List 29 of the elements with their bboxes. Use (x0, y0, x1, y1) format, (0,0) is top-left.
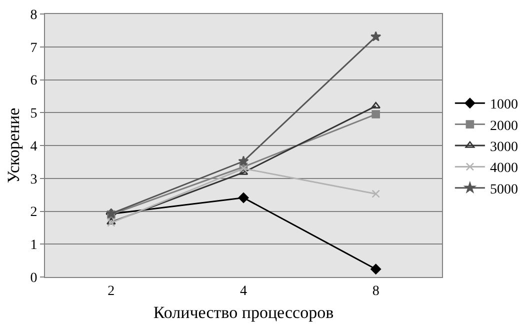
legend-label: 1000 (490, 98, 518, 113)
point (370, 264, 382, 274)
legend-label: 4000 (490, 161, 518, 176)
y-tick-label: 4 (30, 139, 38, 154)
legend-label: 3000 (490, 140, 518, 155)
x-tick-label: 4 (240, 284, 247, 299)
y-axis-title: Ускорение (4, 108, 23, 184)
x-tick-label: 8 (372, 284, 380, 299)
point (238, 168, 248, 175)
y-tick-label: 1 (30, 238, 38, 254)
y-tick-label: 6 (30, 74, 38, 89)
y-tick-label: 2 (30, 205, 38, 220)
point (371, 102, 381, 108)
y-tick-label: 3 (30, 172, 38, 188)
legend-label: 5000 (490, 182, 518, 198)
y-tick-label: 0 (30, 270, 38, 286)
x-tick-label: 2 (108, 284, 115, 299)
point (370, 31, 382, 42)
point (372, 110, 380, 118)
point (107, 218, 116, 227)
y-tick-label: 8 (30, 8, 38, 23)
y-tick-label: 5 (30, 106, 38, 122)
x-axis-title: Количество процессоров (153, 303, 334, 322)
point (238, 156, 249, 166)
point (372, 190, 380, 198)
y-tick-label: 7 (30, 40, 38, 56)
legend-label: 2000 (490, 118, 518, 134)
point (106, 218, 116, 224)
point (238, 192, 249, 203)
